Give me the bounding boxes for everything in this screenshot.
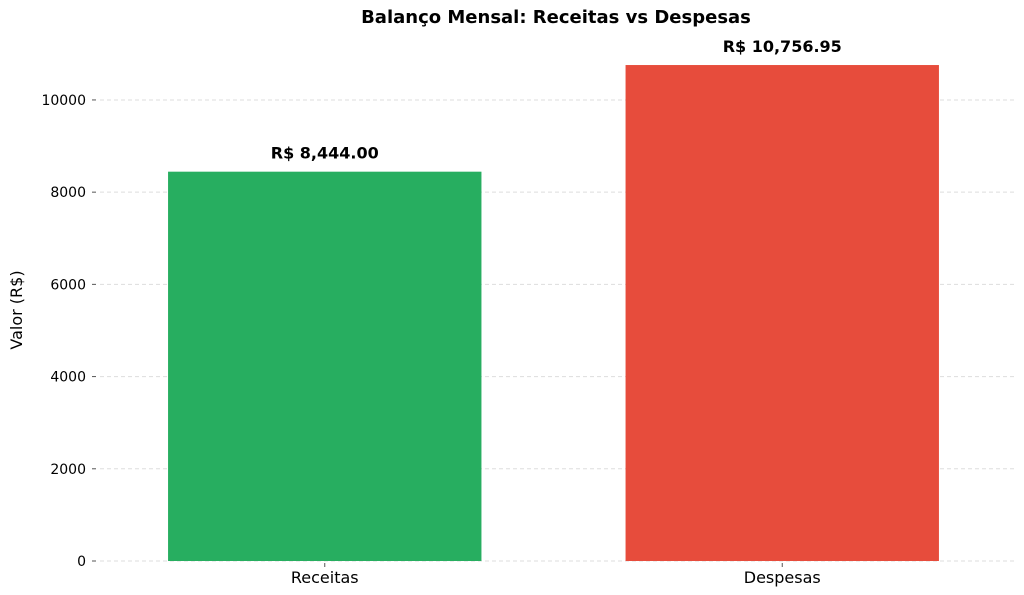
y-tick-label: 6000 (50, 277, 86, 293)
y-tick-label: 8000 (50, 185, 86, 201)
bars (168, 65, 939, 562)
data-label: R$ 10,756.95 (723, 37, 842, 56)
y-axis-label: Valor (R$) (7, 270, 26, 349)
y-tick-label: 0 (77, 554, 86, 570)
data-label: R$ 8,444.00 (271, 144, 379, 163)
y-tick-label: 4000 (50, 370, 86, 386)
data-labels: R$ 8,444.00 R$ 10,756.95 (271, 37, 842, 163)
x-axis-ticks: Receitas Despesas (291, 563, 821, 587)
x-tick-label: Despesas (744, 568, 821, 587)
bar-receitas (168, 171, 482, 561)
chart-title: Balanço Mensal: Receitas vs Despesas (361, 7, 751, 28)
grid-lines (100, 99, 1015, 562)
y-tick-label: 10000 (41, 93, 86, 109)
y-tick-label: 2000 (50, 462, 86, 478)
bar-despesas (625, 65, 939, 562)
y-axis-ticks: 0 2000 4000 6000 8000 10000 (41, 93, 96, 570)
x-tick-label: Receitas (291, 568, 359, 587)
